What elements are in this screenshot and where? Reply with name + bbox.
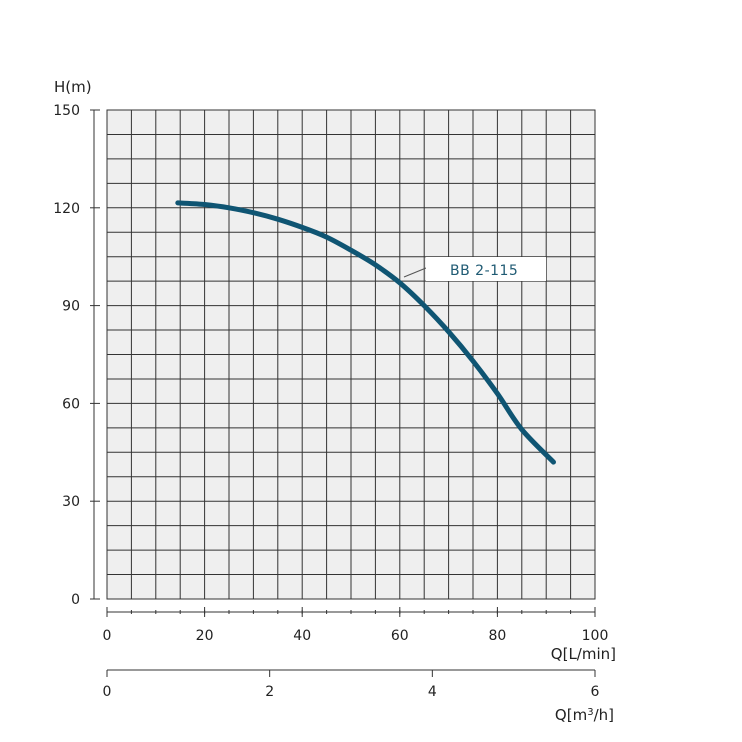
x-tick-label: 20	[196, 628, 214, 644]
y-tick-label: 150	[53, 103, 80, 119]
series-group	[175, 200, 556, 465]
y-tick-label: 60	[62, 396, 80, 412]
y-tick-label: 0	[71, 592, 80, 608]
y-tick-label: 30	[62, 494, 80, 510]
y-axis: 0 30 60 90 120 150	[53, 103, 100, 608]
y-tick-label: 120	[53, 201, 80, 217]
series-label-bb2-115: BB 2-115	[450, 263, 518, 279]
grid	[107, 110, 595, 599]
series-label-background	[426, 257, 546, 281]
x2-tick-label: 6	[591, 684, 600, 700]
x2-axis-title: Q[m3/h]	[555, 706, 614, 724]
x-tick-label: 100	[582, 628, 609, 644]
x-axis-primary: 0 20 40 60 80 100	[103, 607, 609, 644]
y-tick-label: 90	[62, 299, 80, 315]
series-label-box: BB 2-115	[403, 257, 546, 281]
x2-tick-label: 4	[428, 684, 437, 700]
series-line-bb2-115	[175, 200, 556, 465]
x-tick-label: 60	[391, 628, 409, 644]
y-axis-title: H(m)	[54, 78, 92, 96]
x-tick-label: 0	[103, 628, 112, 644]
x-axis-title: Q[L/min]	[551, 645, 616, 663]
x2-tick-label: 0	[103, 684, 112, 700]
x-axis-secondary: 0 2 4 6	[103, 669, 600, 700]
x-tick-label: 40	[293, 628, 311, 644]
series-label-leader	[403, 267, 427, 278]
x-tick-label: 80	[488, 628, 506, 644]
plot-frame	[106, 109, 596, 600]
x2-tick-label: 2	[265, 684, 274, 700]
